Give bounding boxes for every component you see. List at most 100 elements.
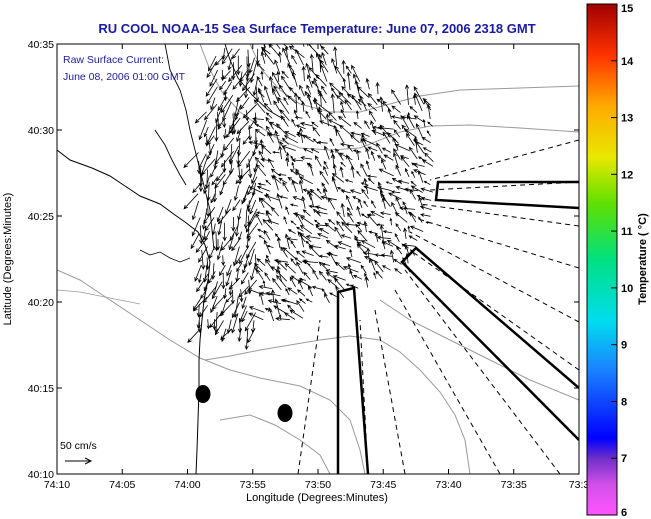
current-vector: [311, 121, 319, 128]
current-vector: [325, 239, 338, 250]
current-vector: [244, 328, 249, 351]
current-vector: [395, 196, 402, 209]
current-vector: [230, 289, 235, 305]
current-vector: [356, 170, 361, 177]
current-vector: [349, 248, 353, 258]
current-vector: [277, 96, 290, 114]
current-vector: [314, 155, 322, 167]
current-vector: [317, 109, 327, 120]
current-vector: [228, 277, 241, 290]
current-vector: [200, 249, 206, 271]
current-vector: [198, 153, 207, 170]
current-vector: [275, 123, 287, 136]
current-vector: [339, 124, 352, 136]
y-tick-label: 40:25: [28, 211, 54, 223]
current-vector: [212, 319, 217, 331]
shipping-channel: [400, 246, 579, 441]
current-vector: [294, 257, 303, 264]
current-vector: [393, 258, 402, 265]
current-vector: [276, 274, 287, 288]
current-vector: [395, 164, 402, 176]
current-vector: [273, 305, 287, 314]
current-vector: [391, 190, 401, 194]
current-vector: [287, 176, 299, 185]
current-vector: [411, 170, 416, 178]
current-vector: [233, 296, 239, 319]
current-vector: [225, 269, 232, 287]
current-vector: [216, 239, 220, 251]
current-vector: [312, 269, 319, 280]
current-vector: [266, 219, 279, 225]
current-vector: [214, 174, 226, 189]
current-vector: [265, 116, 274, 130]
current-vector: [409, 188, 416, 200]
current-vector: [289, 168, 298, 176]
current-vector: [198, 273, 202, 284]
current-vector: [219, 184, 225, 196]
current-vector: [289, 203, 298, 207]
annotation-line-1: Raw Surface Current:: [63, 54, 164, 66]
current-vector: [318, 254, 329, 259]
current-vector: [250, 63, 257, 84]
current-vector: [371, 129, 385, 136]
y-tick-label: 40:15: [28, 383, 54, 395]
current-vector: [292, 212, 305, 217]
current-vector: [183, 193, 199, 210]
current-vector: [379, 211, 391, 216]
current-vector: [210, 193, 216, 204]
current-vector: [203, 175, 210, 195]
current-vector: [278, 145, 283, 160]
current-vector: [376, 142, 383, 154]
current-vector: [370, 120, 377, 136]
radial-line: [409, 249, 579, 371]
current-vector: [211, 223, 216, 236]
current-vector: [223, 137, 235, 151]
current-vector: [337, 241, 352, 248]
current-vector: [290, 220, 297, 226]
current-vector: [258, 284, 273, 290]
current-vector: [346, 71, 351, 91]
current-vector: [236, 137, 242, 157]
buoy-marker: [277, 404, 293, 422]
colorbar-tick-label: 11: [621, 226, 633, 238]
current-vector: [377, 181, 383, 193]
current-vector: [275, 44, 281, 50]
current-vector: [307, 285, 313, 297]
current-vector: [255, 212, 263, 226]
current-vector: [389, 249, 395, 263]
current-vector: [214, 120, 219, 142]
current-vector: [315, 225, 321, 231]
current-vector: [191, 200, 199, 221]
radial-line: [404, 269, 561, 474]
current-vector: [358, 198, 363, 209]
current-vector: [198, 246, 208, 263]
current-vector: [379, 224, 384, 241]
current-vector: [407, 211, 416, 218]
current-vector: [317, 53, 322, 73]
current-vector: [242, 135, 251, 145]
current-vector: [347, 207, 353, 216]
current-vector: [334, 226, 343, 239]
current-vector: [245, 63, 250, 83]
current-vector: [273, 100, 282, 114]
current-vector: [406, 114, 415, 129]
current-vector: [254, 254, 259, 272]
current-vector: [301, 65, 306, 82]
current-vector: [315, 210, 328, 215]
current-vector: [408, 146, 418, 160]
current-vector: [403, 227, 408, 240]
current-vector: [254, 156, 265, 168]
colorbar-tick-label: 8: [621, 396, 627, 408]
current-vector: [291, 158, 304, 163]
current-vector: [279, 109, 290, 121]
colorbar-tick-label: 12: [621, 169, 633, 181]
current-vector: [421, 136, 431, 144]
current-vector: [219, 80, 227, 91]
current-vector: [253, 129, 258, 145]
current-vector: [282, 246, 296, 259]
current-vector: [373, 271, 377, 279]
current-vector: [239, 289, 244, 303]
current-vector: [268, 158, 275, 169]
current-vector: [355, 109, 359, 119]
current-vector: [316, 140, 328, 145]
